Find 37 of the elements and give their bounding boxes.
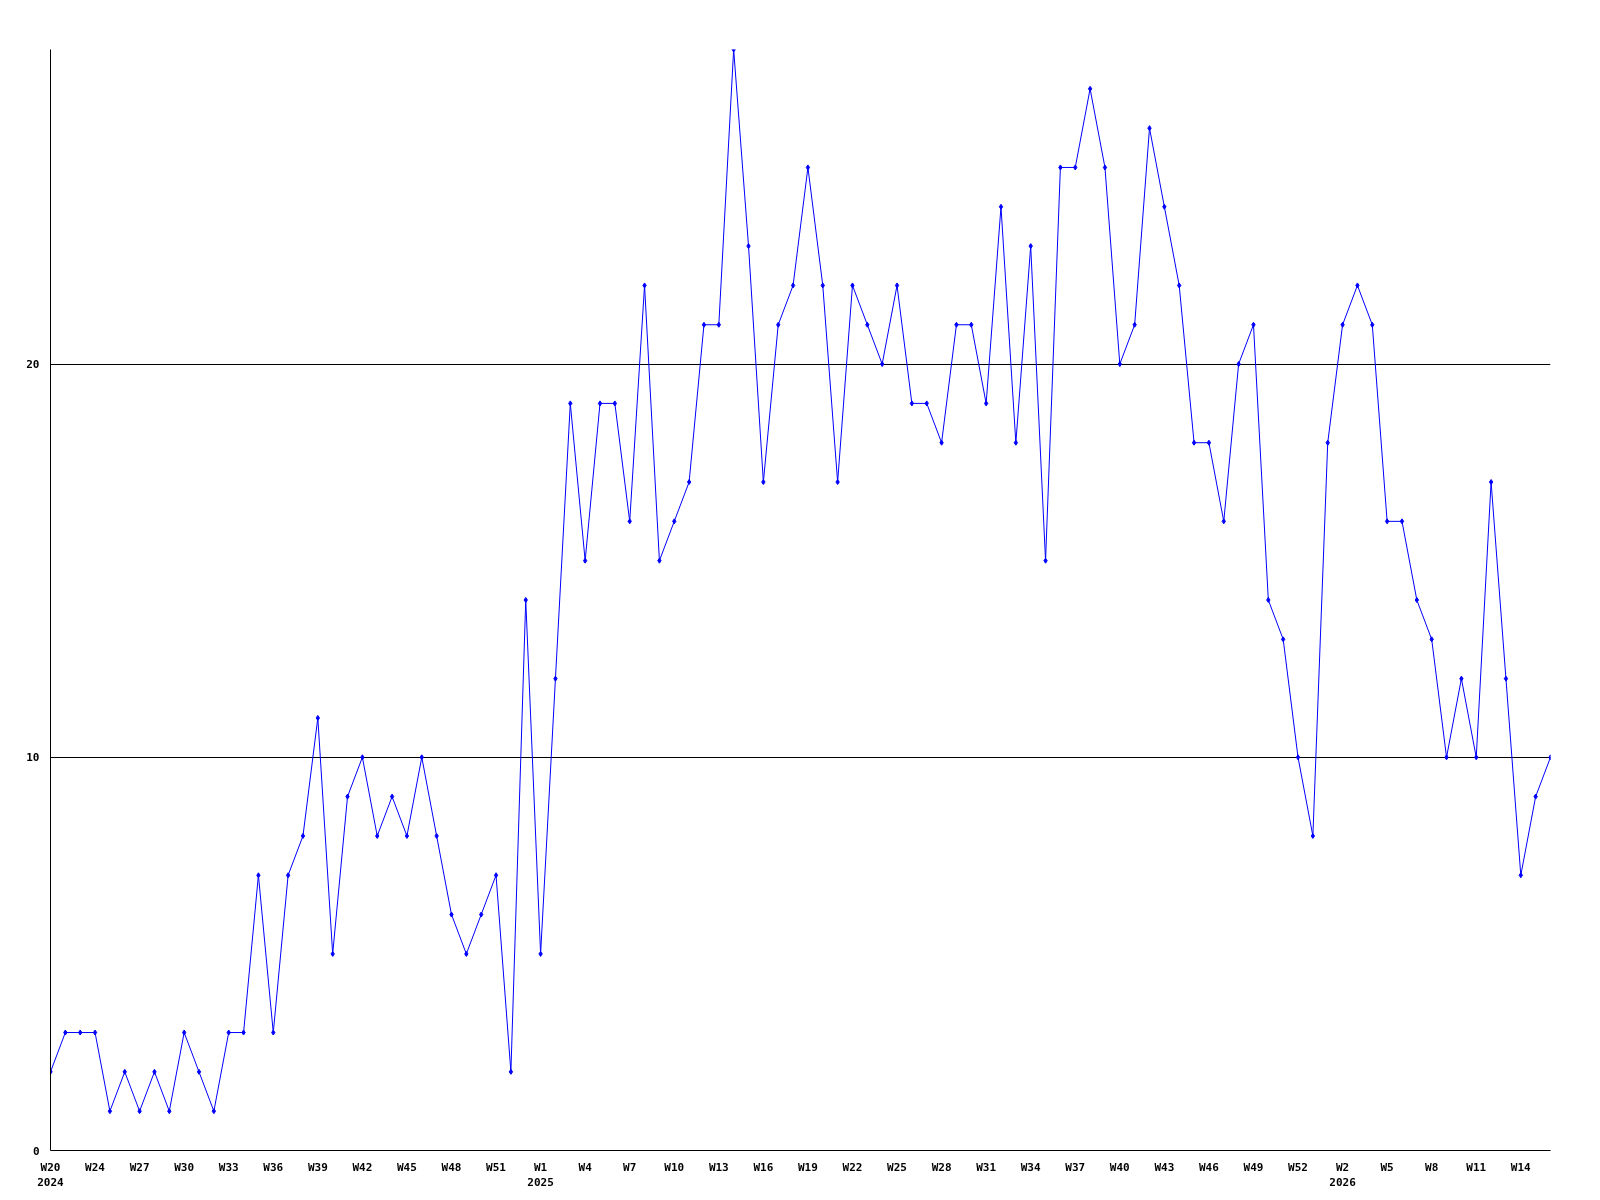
x-tick-label: W42: [352, 1160, 373, 1174]
x-tick-label: W24: [85, 1160, 106, 1174]
y-tick-label: 10: [26, 751, 40, 765]
x-tick-label: W20 2024: [37, 1160, 65, 1190]
x-tick-label: W33: [218, 1160, 239, 1174]
x-tick-label: W39: [307, 1160, 328, 1174]
x-tick-label: W36: [263, 1160, 284, 1174]
x-tick-label: W14: [1510, 1160, 1532, 1174]
x-tick-label: W34: [1020, 1160, 1042, 1174]
x-tick-label: W30: [174, 1160, 195, 1174]
x-tick-label: W11: [1466, 1160, 1487, 1174]
x-tick-label: W49: [1243, 1160, 1264, 1174]
x-tick-label: W4: [578, 1160, 593, 1174]
x-tick-label: W37: [1065, 1160, 1086, 1174]
x-tick-label: W46: [1198, 1160, 1220, 1174]
x-tick-label: W7: [623, 1160, 637, 1174]
x-tick-label: W27: [129, 1160, 150, 1174]
x-tick-label: W45: [397, 1160, 417, 1174]
x-tick-label: W1 2025: [527, 1160, 554, 1190]
x-tick-label: W10: [664, 1160, 685, 1174]
x-tick-label: W31: [976, 1160, 997, 1174]
x-tick-label: W43: [1154, 1160, 1175, 1174]
x-tick-label: W40: [1109, 1160, 1130, 1174]
x-tick-label: W5: [1380, 1160, 1394, 1174]
x-tick-label: W28: [931, 1160, 952, 1174]
x-tick-label: W52: [1288, 1160, 1308, 1174]
x-tick-label: W8: [1425, 1160, 1439, 1174]
x-tick-label: W48: [441, 1160, 462, 1174]
y-tick-label: 20: [26, 358, 40, 372]
x-tick-label: W51: [486, 1160, 507, 1174]
x-tick-label: W22: [842, 1160, 863, 1174]
x-tick-label: W16: [753, 1160, 774, 1174]
y-tick-label: 0: [32, 1144, 40, 1158]
x-tick-label: W19: [797, 1160, 818, 1174]
x-tick-label: W13: [708, 1160, 729, 1174]
x-tick-label: W25: [887, 1160, 907, 1174]
x-tick-label: W2 2026: [1329, 1160, 1357, 1190]
